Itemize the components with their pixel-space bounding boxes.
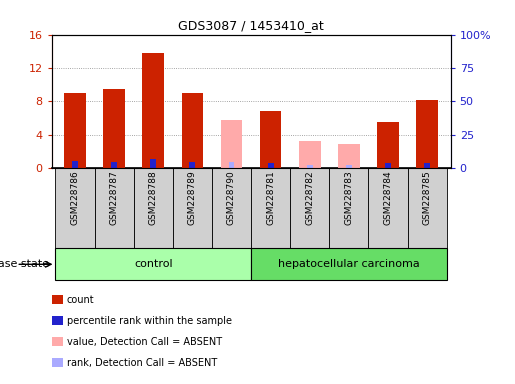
Bar xyxy=(95,168,134,248)
Bar xyxy=(64,93,85,168)
Bar xyxy=(346,164,352,168)
Bar xyxy=(221,120,242,168)
Text: value, Detection Call = ABSENT: value, Detection Call = ABSENT xyxy=(67,337,222,347)
Bar xyxy=(329,168,368,248)
Text: GSM228783: GSM228783 xyxy=(345,170,353,225)
Text: disease state: disease state xyxy=(0,259,49,269)
Bar xyxy=(307,165,313,168)
Bar xyxy=(290,168,329,248)
Bar xyxy=(104,89,125,168)
Bar xyxy=(134,168,173,248)
Text: GSM228784: GSM228784 xyxy=(384,170,392,225)
Bar xyxy=(299,141,320,168)
Bar xyxy=(268,162,273,168)
Bar xyxy=(143,53,164,168)
Bar xyxy=(56,168,95,248)
Bar xyxy=(407,168,447,248)
Bar xyxy=(377,122,399,168)
Text: GSM228781: GSM228781 xyxy=(266,170,275,225)
Text: rank, Detection Call = ABSENT: rank, Detection Call = ABSENT xyxy=(67,358,217,368)
Bar xyxy=(417,100,438,168)
Text: GSM228782: GSM228782 xyxy=(305,170,314,225)
Bar xyxy=(229,162,234,168)
Text: hepatocellular carcinoma: hepatocellular carcinoma xyxy=(278,259,420,269)
Text: control: control xyxy=(134,259,173,269)
Bar xyxy=(338,144,359,168)
Text: percentile rank within the sample: percentile rank within the sample xyxy=(67,316,232,326)
Text: count: count xyxy=(67,295,95,305)
Bar xyxy=(260,111,281,168)
Bar xyxy=(173,168,212,248)
Text: GSM228787: GSM228787 xyxy=(110,170,118,225)
Text: GSM228788: GSM228788 xyxy=(149,170,158,225)
Bar xyxy=(424,163,430,168)
Text: GSM228785: GSM228785 xyxy=(423,170,432,225)
Bar xyxy=(212,168,251,248)
Bar xyxy=(190,162,195,168)
Text: GSM228790: GSM228790 xyxy=(227,170,236,225)
Bar xyxy=(251,168,290,248)
Bar xyxy=(72,161,78,168)
Bar xyxy=(368,168,407,248)
Bar xyxy=(182,93,203,168)
Text: GSM228786: GSM228786 xyxy=(71,170,79,225)
Bar xyxy=(111,162,117,168)
Bar xyxy=(56,248,251,280)
Text: GSM228789: GSM228789 xyxy=(188,170,197,225)
Bar xyxy=(150,159,156,168)
Bar xyxy=(385,163,391,168)
Bar xyxy=(251,248,447,280)
Title: GDS3087 / 1453410_at: GDS3087 / 1453410_at xyxy=(178,19,324,32)
